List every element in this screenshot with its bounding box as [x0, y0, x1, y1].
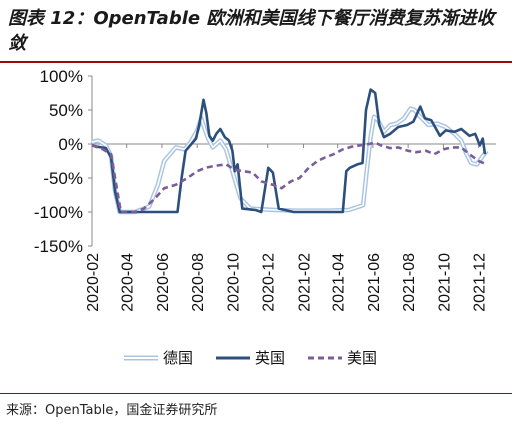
x-tick-label: 2021-08 — [401, 253, 418, 312]
y-tick-label: 50% — [49, 101, 83, 120]
x-tick-label: 2021-02 — [297, 253, 314, 312]
series-line-us — [91, 141, 488, 214]
y-tick-label: 100% — [40, 67, 83, 86]
series-layer — [91, 88, 489, 215]
title-divider — [0, 61, 512, 63]
x-tick-label: 2020-10 — [225, 253, 242, 312]
legend-label-germany: 德国 — [163, 349, 193, 367]
legend-item-uk: 英国 — [216, 349, 285, 367]
series-line-uk — [91, 88, 487, 214]
x-tick-label: 2020-12 — [261, 253, 278, 312]
source-note: 来源：OpenTable，国金证券研究所 — [6, 403, 218, 418]
legend-label-uk: 英国 — [255, 349, 285, 367]
legend-item-germany: 德国 — [124, 349, 193, 367]
y-tick-label: 0% — [58, 135, 83, 154]
x-tick-label: 2021-04 — [331, 253, 348, 312]
x-tick-label: 2020-06 — [155, 253, 172, 312]
x-axis: 2020-02 2020-04 2020-06 2020-08 2020-10 2020-… — [85, 143, 496, 312]
x-tick-label: 2021-06 — [366, 253, 383, 312]
figure-title: 图表 12：OpenTable 欧洲和美国线下餐厅消费复苏渐进收敛 — [8, 8, 495, 54]
x-tick-label: 2020-02 — [85, 253, 102, 312]
legend: 德国 英国 美国 — [124, 349, 377, 367]
y-tick-label: -150% — [34, 237, 83, 256]
source-divider — [0, 393, 512, 394]
legend-item-us: 美国 — [308, 349, 377, 367]
y-tick-label: -50% — [43, 169, 83, 188]
x-tick-label: 2021-12 — [472, 253, 489, 312]
x-tick-label: 2020-08 — [190, 253, 207, 312]
x-tick-label: 2021-10 — [436, 253, 453, 312]
legend-label-us: 美国 — [347, 349, 377, 367]
y-tick-label: -100% — [34, 203, 83, 222]
x-tick-label: 2020-04 — [120, 253, 137, 312]
y-axis: 100% 50% 0% -50% -100% -150% — [34, 67, 93, 256]
line-chart: 100%50%0%-50%-100%-150% 2020-02 2020-04 20… — [34, 67, 496, 367]
